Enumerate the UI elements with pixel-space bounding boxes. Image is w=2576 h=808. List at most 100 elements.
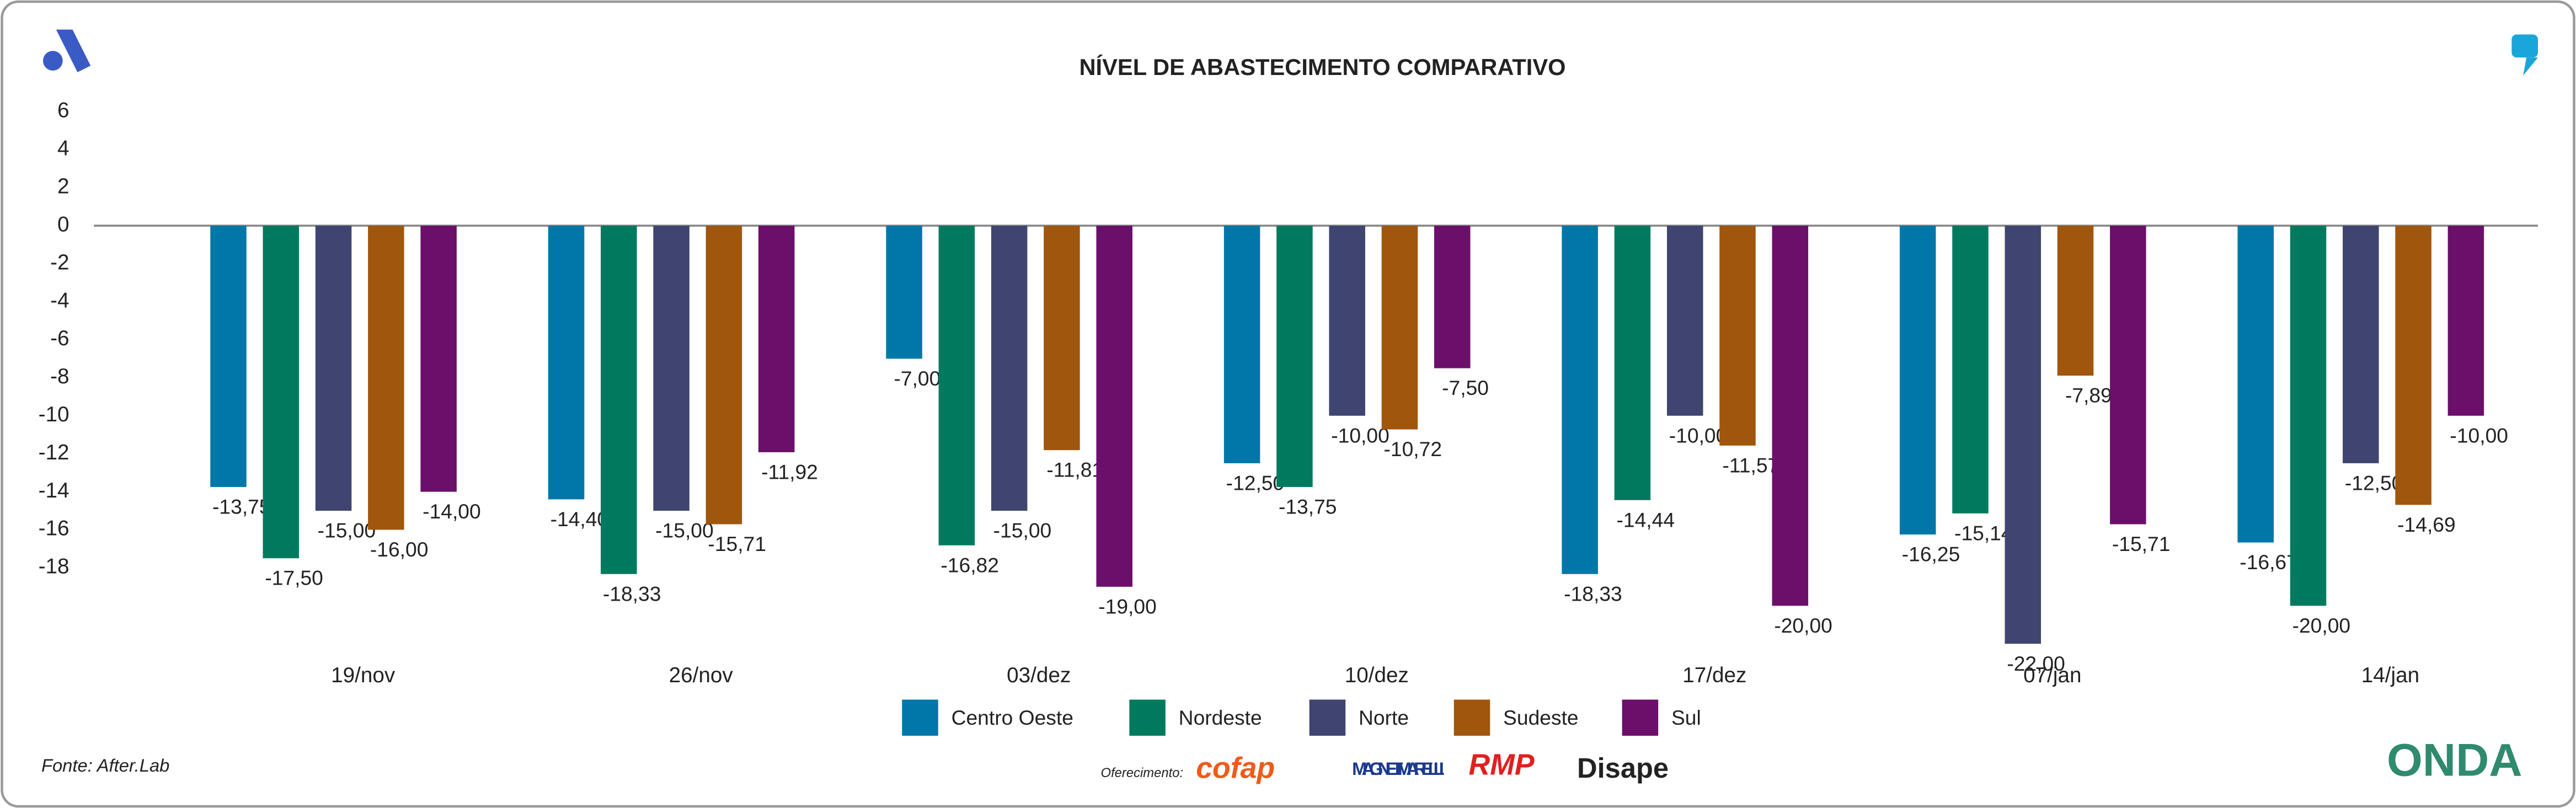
source: Fonte: After.Lab: [41, 755, 169, 775]
y-tick-label: -18: [39, 555, 70, 579]
bar: [420, 226, 457, 492]
legend-label: Nordeste: [1179, 706, 1262, 729]
value-label: -18,33: [603, 582, 661, 605]
value-label: -11,92: [761, 460, 818, 483]
legend-swatch: [1309, 699, 1346, 736]
value-label: -10,00: [2450, 424, 2508, 447]
bar: [2447, 226, 2484, 416]
y-tick-label: -6: [50, 327, 69, 350]
bar: [315, 226, 352, 511]
y-tick-label: -16: [39, 517, 70, 541]
x-tick-label: 17/dez: [1682, 663, 1746, 687]
bar: [548, 226, 585, 500]
bar: [886, 226, 922, 359]
bar: [1666, 226, 1703, 416]
value-label: -15,14: [1954, 521, 2013, 544]
sponsor-logo: RMP: [1469, 748, 1535, 782]
logo-right: [2511, 34, 2538, 76]
sponsor-logo: cofap: [1196, 752, 1275, 785]
value-label: -20,00: [1774, 614, 1832, 637]
y-tick-label: -8: [50, 365, 69, 388]
bar: [1772, 226, 1809, 606]
bar: [1562, 226, 1598, 574]
value-label: -14,44: [1617, 508, 1675, 531]
x-tick-label: 26/nov: [669, 663, 734, 687]
sponsor-logo: MAGNETI MARELLI: [1352, 758, 1445, 779]
legend-label: Norte: [1359, 706, 1409, 729]
bar: [2005, 226, 2041, 644]
value-label: -7,00: [894, 367, 940, 390]
legend-label: Centro Oeste: [952, 706, 1073, 729]
bar: [1096, 226, 1132, 587]
value-label: -15,00: [993, 519, 1052, 542]
bar: [2290, 226, 2327, 606]
logo-left: [42, 29, 91, 73]
bar: [653, 226, 690, 511]
chart-title: NÍVEL DE ABASTECIMENTO COMPARATIVO: [1079, 54, 1565, 80]
bar: [2237, 226, 2274, 543]
bar: [938, 226, 975, 545]
sponsor-label: Oferecimento:: [1101, 766, 1184, 780]
value-label: -13,75: [212, 495, 271, 518]
x-tick-label: 07/jan: [2023, 663, 2081, 687]
y-tick-label: -14: [39, 479, 70, 502]
value-label: -17,50: [265, 566, 323, 590]
bar: [1952, 226, 1989, 513]
bar: [1044, 226, 1080, 451]
value-label: -14,00: [423, 500, 481, 523]
value-label: -10,00: [1669, 424, 1728, 447]
value-label: -10,00: [1331, 424, 1389, 447]
value-label: -7,89: [2065, 384, 2112, 407]
bar: [2343, 226, 2379, 463]
bar: [1434, 226, 1471, 368]
legend-swatch: [1622, 699, 1659, 736]
bar: [1223, 226, 1260, 463]
bar: [1329, 226, 1365, 416]
bar: [1276, 226, 1313, 487]
bar: [1719, 226, 1756, 446]
x-tick-label: 19/nov: [331, 663, 396, 687]
value-label: -13,75: [1279, 495, 1337, 518]
value-label: -7,50: [1442, 376, 1489, 399]
value-label: -11,57: [1722, 453, 1779, 477]
value-label: -15,00: [655, 519, 714, 542]
x-tick-label: 14/jan: [2361, 663, 2419, 687]
value-label: -22,00: [2007, 652, 2065, 675]
legend-swatch: [1129, 699, 1166, 736]
bar: [2057, 226, 2094, 376]
bar: [1899, 226, 1936, 535]
value-label: -14,69: [2397, 513, 2456, 536]
brand-logo: ONDA: [2387, 735, 2522, 786]
y-tick-label: -10: [39, 403, 70, 426]
legend-swatch: [1453, 699, 1490, 736]
bar: [368, 226, 404, 530]
value-label: -15,71: [708, 532, 766, 555]
bar: [601, 226, 637, 574]
value-label: -16,67: [2240, 550, 2298, 574]
y-tick-label: 0: [57, 212, 70, 236]
bar: [263, 226, 300, 559]
bar: [1381, 226, 1418, 430]
y-tick-label: 2: [57, 175, 70, 199]
y-tick-label: -4: [50, 288, 69, 312]
bar: [2395, 226, 2431, 505]
bar: [210, 226, 247, 487]
value-label: -16,00: [370, 538, 429, 561]
value-label: -12,50: [2345, 471, 2403, 494]
value-label: -20,00: [2292, 614, 2351, 637]
value-label: -10,72: [1384, 437, 1442, 461]
y-tick-label: -2: [50, 250, 69, 274]
value-label: -18,33: [1564, 582, 1622, 605]
x-tick-label: 03/dez: [1007, 663, 1071, 687]
y-tick-label: 4: [57, 137, 70, 160]
value-label: -16,82: [940, 553, 999, 576]
bar: [991, 226, 1028, 511]
bar: [1614, 226, 1651, 500]
value-label: -15,00: [318, 519, 376, 542]
value-label: -14,40: [551, 507, 609, 531]
value-label: -12,50: [1226, 471, 1285, 494]
value-label: -15,71: [2112, 532, 2171, 555]
bar: [758, 226, 795, 452]
